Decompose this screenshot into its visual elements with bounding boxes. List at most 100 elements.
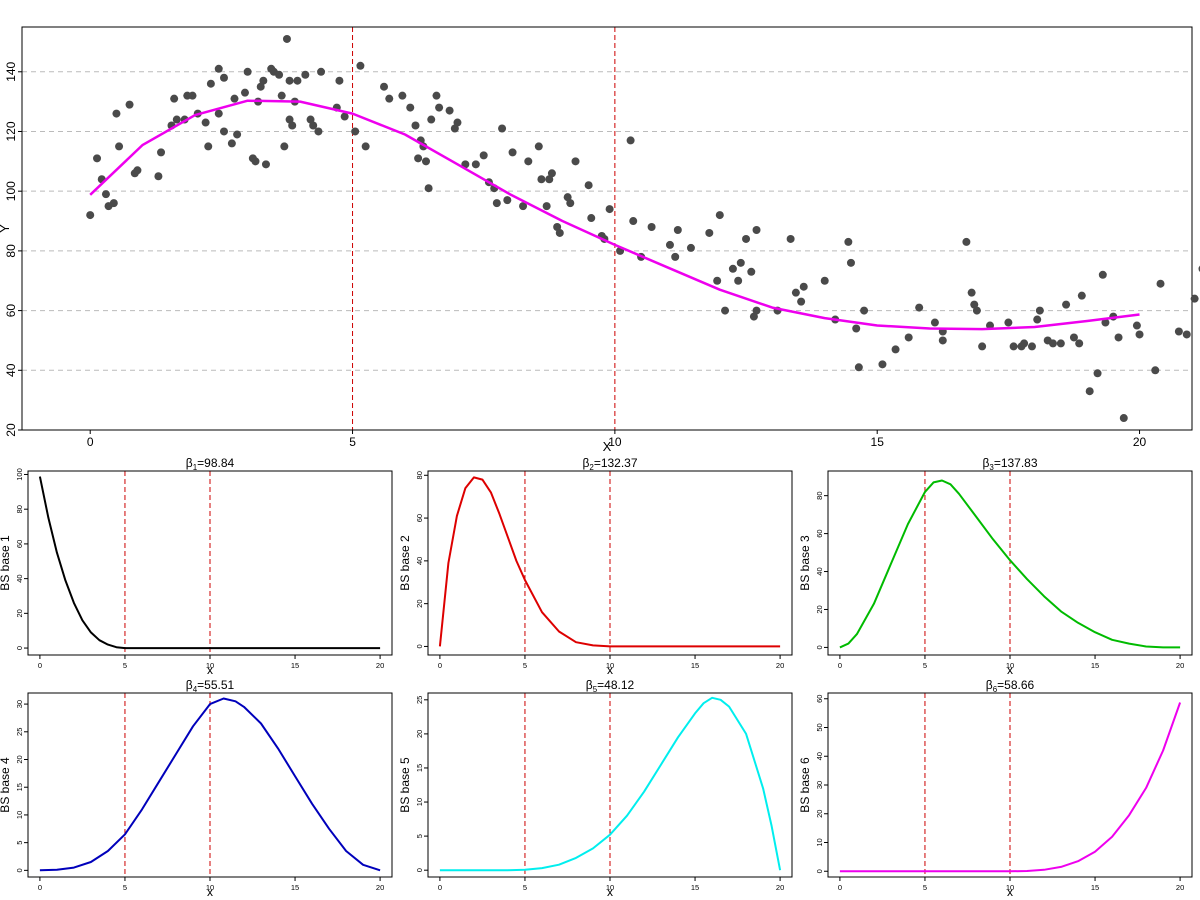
data-point bbox=[261, 160, 270, 169]
data-point bbox=[1033, 315, 1042, 324]
data-point bbox=[820, 276, 829, 285]
data-point bbox=[571, 157, 580, 166]
data-point bbox=[1151, 366, 1160, 375]
data-point bbox=[542, 202, 551, 211]
x-axis-label: x bbox=[1007, 663, 1013, 677]
y-tick-label: 40 bbox=[4, 363, 18, 377]
y-tick-label: 60 bbox=[415, 514, 424, 522]
data-point bbox=[915, 303, 924, 312]
data-point bbox=[112, 109, 121, 118]
y-tick-label: 0 bbox=[15, 868, 24, 872]
data-point bbox=[214, 109, 223, 118]
y-tick-label: 100 bbox=[15, 468, 24, 481]
basis-title: β2=132.37 bbox=[582, 456, 637, 472]
data-point bbox=[545, 175, 554, 184]
data-point bbox=[587, 214, 596, 223]
data-point bbox=[715, 211, 724, 220]
data-point bbox=[752, 306, 761, 315]
plot-frame bbox=[21, 26, 1193, 431]
data-point bbox=[314, 127, 323, 136]
data-point bbox=[1093, 369, 1102, 378]
title-value: =48.12 bbox=[597, 678, 634, 692]
data-point bbox=[109, 199, 118, 208]
x-tick-label: 15 bbox=[1091, 661, 1099, 670]
basis-curve bbox=[839, 702, 1182, 873]
data-point bbox=[938, 336, 947, 345]
data-point bbox=[967, 288, 976, 297]
y-tick-label: 25 bbox=[415, 696, 424, 704]
x-tick-label: 10 bbox=[608, 435, 622, 449]
data-point bbox=[445, 106, 454, 115]
data-point bbox=[1048, 339, 1057, 348]
y-tick-label: 10 bbox=[815, 838, 824, 846]
data-point bbox=[713, 276, 722, 285]
y-tick-label: 5 bbox=[415, 834, 424, 838]
data-point bbox=[584, 181, 593, 190]
y-tick-label: 15 bbox=[15, 783, 24, 791]
data-point bbox=[243, 67, 252, 76]
data-point bbox=[306, 115, 315, 124]
x-tick-label: 0 bbox=[38, 883, 42, 892]
y-tick-label: 0 bbox=[15, 646, 24, 650]
x-tick-label: 15 bbox=[871, 435, 885, 449]
y-tick-label: 20 bbox=[4, 423, 18, 437]
y-tick-label: 10 bbox=[415, 798, 424, 806]
x-tick-label: 10 bbox=[606, 661, 614, 670]
data-point bbox=[728, 264, 737, 273]
data-point bbox=[503, 196, 512, 205]
data-point bbox=[251, 157, 260, 166]
basis-panel-3: 0 5 10 15 20 0 20 40 60 80 x BS base 3 β3=137.83 bbox=[798, 456, 1193, 677]
data-point bbox=[742, 234, 751, 243]
x-tick-label: 5 bbox=[923, 883, 927, 892]
x-tick-label: 20 bbox=[776, 883, 784, 892]
data-point bbox=[891, 345, 900, 354]
x-tick-label: 0 bbox=[438, 661, 442, 670]
data-point bbox=[277, 91, 286, 100]
y-tick-label: 20 bbox=[815, 810, 824, 818]
basis-title: β6=58.66 bbox=[986, 678, 1035, 694]
data-point bbox=[705, 228, 714, 237]
data-point bbox=[791, 288, 800, 297]
x-axis-label: x bbox=[207, 885, 213, 899]
data-point bbox=[335, 76, 344, 85]
x-tick-label: 0 bbox=[838, 661, 842, 670]
data-point bbox=[1027, 342, 1036, 351]
y-tick-label: 0 bbox=[415, 868, 424, 872]
data-point bbox=[101, 190, 110, 199]
data-point bbox=[1009, 342, 1018, 351]
y-tick-label: 80 bbox=[815, 491, 824, 499]
y-axis-label: BS base 2 bbox=[398, 535, 412, 591]
basis-curve bbox=[839, 479, 1181, 649]
title-value: =132.37 bbox=[594, 456, 638, 470]
data-point bbox=[479, 151, 488, 160]
y-tick-label: 140 bbox=[4, 61, 18, 81]
data-point bbox=[115, 142, 124, 151]
data-point bbox=[686, 243, 695, 252]
data-point bbox=[978, 342, 987, 351]
data-point bbox=[673, 225, 682, 234]
x-axis-label: x bbox=[207, 663, 213, 677]
data-point bbox=[1156, 279, 1165, 288]
data-point bbox=[1101, 318, 1110, 327]
data-point bbox=[93, 154, 102, 163]
data-point bbox=[492, 199, 501, 208]
data-point bbox=[519, 202, 528, 211]
data-point bbox=[563, 193, 572, 202]
data-point bbox=[301, 70, 310, 79]
data-point bbox=[361, 142, 370, 151]
y-axis-label: BS base 3 bbox=[798, 535, 812, 591]
data-point bbox=[259, 76, 268, 85]
x-axis-label: x bbox=[607, 663, 613, 677]
basis-panel-4: 0 5 10 15 20 0 5 10 15 20 25 30 x BS base 4 β4=55.51 bbox=[0, 678, 393, 899]
y-tick-label: 10 bbox=[15, 811, 24, 819]
data-point bbox=[427, 115, 436, 124]
data-point bbox=[962, 237, 971, 246]
y-tick-label: 5 bbox=[15, 841, 24, 845]
data-point bbox=[1075, 339, 1084, 348]
data-point bbox=[1132, 321, 1141, 330]
data-point bbox=[219, 73, 228, 82]
title-symbol: β bbox=[586, 678, 593, 692]
y-tick-label: 80 bbox=[15, 505, 24, 513]
x-tick-label: 0 bbox=[87, 435, 94, 449]
x-tick-label: 5 bbox=[523, 661, 527, 670]
